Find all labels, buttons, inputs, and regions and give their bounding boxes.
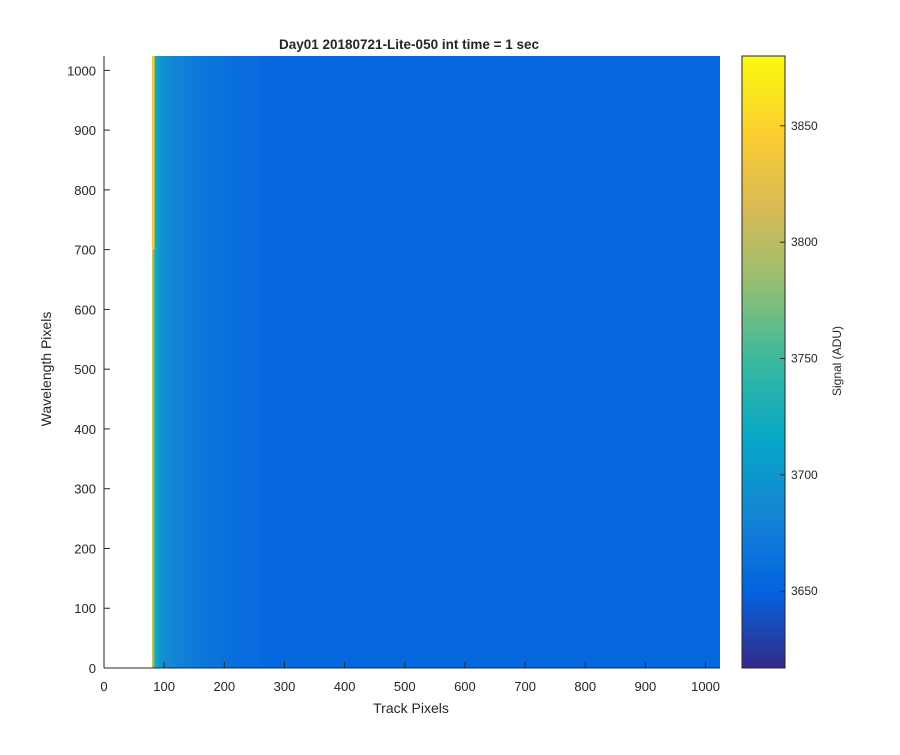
y-tick-label: 300 bbox=[74, 482, 96, 497]
x-tick-label: 200 bbox=[213, 679, 235, 694]
x-tick-label: 600 bbox=[454, 679, 476, 694]
x-tick-label: 100 bbox=[153, 679, 175, 694]
colorbar-tick-label: 3650 bbox=[791, 584, 818, 598]
y-tick-label: 0 bbox=[89, 661, 96, 676]
colorbar-tick-label: 3850 bbox=[791, 119, 818, 133]
colorbar-tick-label: 3750 bbox=[791, 352, 818, 366]
colorbar-gradient bbox=[741, 55, 786, 669]
x-tick-label: 0 bbox=[100, 679, 107, 694]
y-tick-label: 700 bbox=[74, 243, 96, 258]
colorbar-tick-label: 3700 bbox=[791, 468, 818, 482]
y-tick-label: 600 bbox=[74, 302, 96, 317]
x-tick-label: 500 bbox=[394, 679, 416, 694]
y-axis-label: Wavelength Pixels bbox=[38, 312, 54, 427]
x-tick-label: 1000 bbox=[691, 679, 720, 694]
x-axis-label: Track Pixels bbox=[373, 700, 449, 716]
plot-area: 0 100 200 300 400 500 600 700 800 900 1000 0 100 200 3… bbox=[67, 56, 720, 694]
x-tick-label: 800 bbox=[574, 679, 596, 694]
y-tick-label: 400 bbox=[74, 422, 96, 437]
y-tick-label: 1000 bbox=[67, 63, 96, 78]
x-tick-label: 300 bbox=[274, 679, 296, 694]
y-tick-label: 500 bbox=[74, 362, 96, 377]
colorbar-tick-label: 3800 bbox=[791, 235, 818, 249]
y-tick-label: 800 bbox=[74, 183, 96, 198]
x-tick-label: 400 bbox=[334, 679, 356, 694]
image-left-edge-gradient bbox=[152, 56, 261, 668]
y-tick-label: 100 bbox=[74, 601, 96, 616]
chart-title: Day01 20180721-Lite-050 int time = 1 sec bbox=[279, 37, 540, 52]
colorbar: 3650 3700 3750 3800 3850 bbox=[741, 55, 818, 669]
x-tick-label: 900 bbox=[635, 679, 657, 694]
x-tick-label: 700 bbox=[514, 679, 536, 694]
y-tick-label: 900 bbox=[74, 123, 96, 138]
colorbar-ticks: 3650 3700 3750 3800 3850 bbox=[780, 119, 818, 598]
colorbar-label: Signal (ADU) bbox=[830, 326, 844, 396]
y-tick-label: 200 bbox=[74, 541, 96, 556]
axes: 0 100 200 300 400 500 600 700 800 900 1000 0 100 200 3… bbox=[67, 56, 720, 694]
